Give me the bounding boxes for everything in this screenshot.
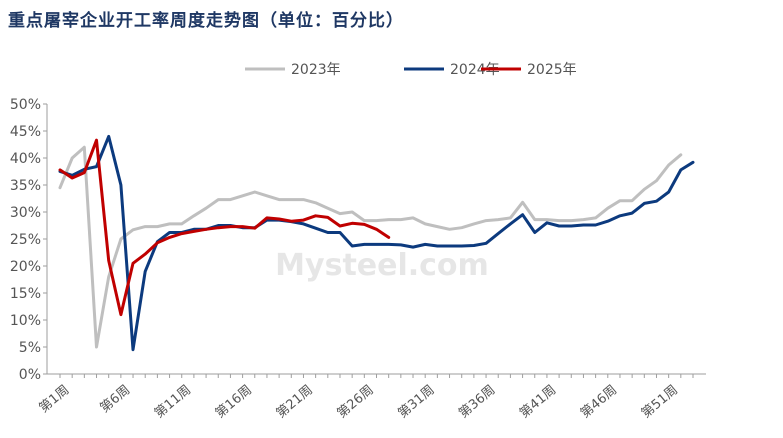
- x-tick-label: 第26周: [335, 383, 377, 422]
- y-tick-label: 0%: [19, 367, 41, 383]
- x-tick-label: 第51周: [639, 383, 681, 422]
- series-line-2: [58, 134, 695, 352]
- x-tick-label: 第11周: [152, 383, 194, 422]
- x-tick-label: 第1周: [37, 383, 73, 417]
- y-tick-label: 15%: [10, 286, 41, 302]
- y-tick-label: 5%: [19, 340, 41, 356]
- y-tick-label: 50%: [10, 97, 41, 113]
- y-tick-label: 30%: [10, 205, 41, 221]
- x-tick-label: 第16周: [213, 383, 255, 422]
- x-tick-label: 第41周: [517, 383, 559, 422]
- x-tick-label: 第6周: [97, 383, 133, 417]
- x-tick-label: 第46周: [578, 383, 620, 422]
- y-tick-label: 20%: [10, 259, 41, 275]
- legend-label-1: 2023年: [291, 62, 341, 78]
- legend-label-2: 2024年: [450, 62, 500, 78]
- watermark-text: Mysteel.com: [275, 248, 489, 283]
- x-tick-label: 第36周: [456, 383, 498, 422]
- x-tick-label: 第21周: [274, 383, 316, 422]
- x-tick-label: 第31周: [395, 383, 437, 422]
- y-tick-label: 35%: [10, 178, 41, 194]
- y-tick-label: 10%: [10, 313, 41, 329]
- series-line-1: [58, 145, 683, 349]
- y-tick-label: 45%: [10, 124, 41, 140]
- series-line-3: [58, 138, 391, 317]
- chart-title: 重点屠宰企业开工率周度走势图（单位：百分比）: [8, 11, 404, 31]
- legend-label-3: 2025年: [527, 62, 577, 78]
- y-tick-label: 40%: [10, 151, 41, 167]
- y-tick-label: 25%: [10, 232, 41, 248]
